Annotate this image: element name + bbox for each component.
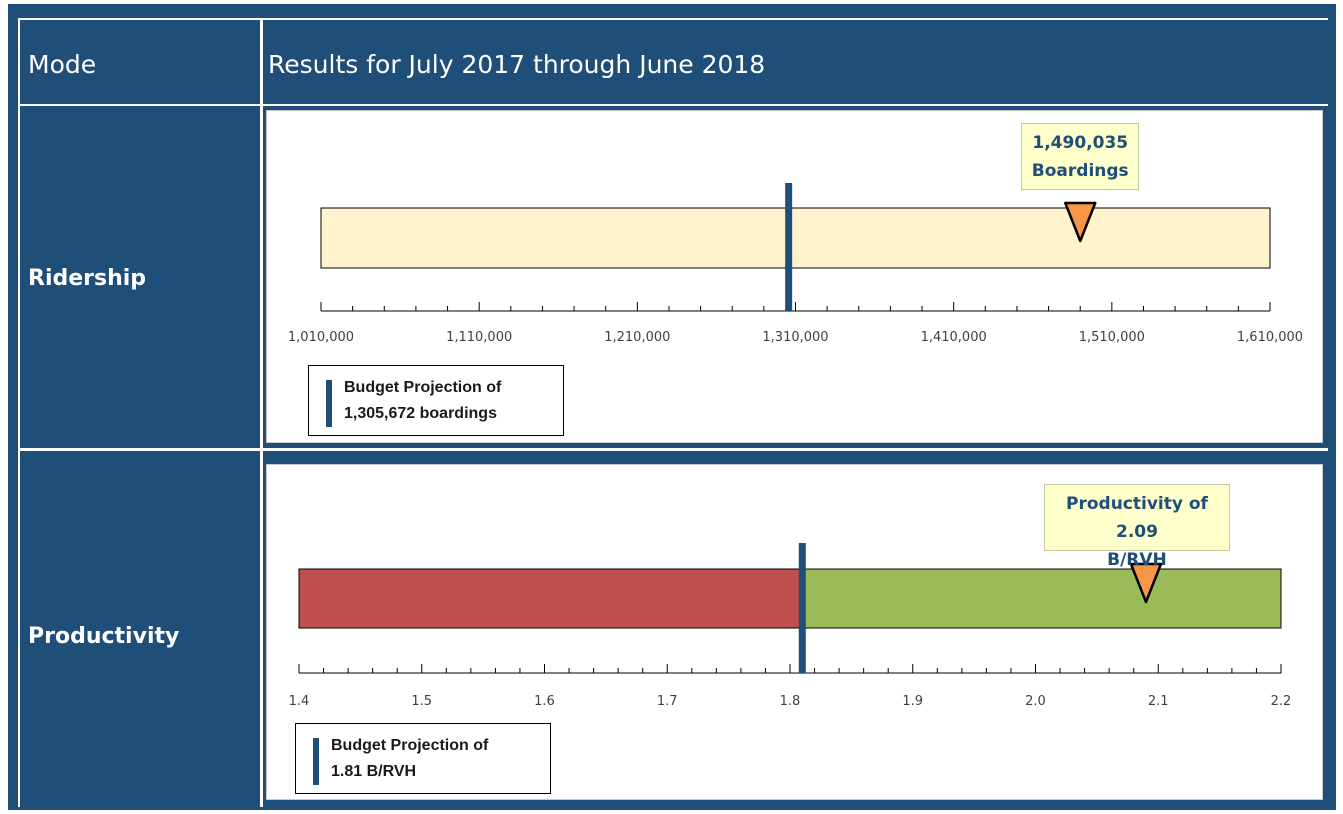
tick-label: 1,110,000 <box>446 330 512 345</box>
ridership-actual-callout: 1,490,035 Boardings <box>1021 123 1140 190</box>
tick-label: 1.5 <box>411 694 432 709</box>
range-band-0 <box>320 207 1271 269</box>
legend-target-swatch <box>313 738 319 785</box>
row-label-productivity: Productivity <box>28 623 180 649</box>
productivity-legend: Budget Projection of 1.81 B/RVH <box>295 723 551 794</box>
callout-line-1: Productivity of 2.09 <box>1066 494 1208 542</box>
actual-value-marker <box>1129 562 1163 604</box>
tick-label: 2.0 <box>1025 694 1046 709</box>
tick-label: 2.1 <box>1148 694 1169 709</box>
tick-label: 1,510,000 <box>1079 330 1145 345</box>
legend-target-swatch <box>326 380 332 427</box>
target-marker <box>798 543 806 673</box>
mode-header: Mode <box>28 49 97 79</box>
productivity-actual-callout: Productivity of 2.09 B/RVH <box>1043 484 1230 570</box>
actual-value-marker <box>1064 201 1097 243</box>
ridership-legend: Budget Projection of 1,305,672 boardings <box>308 365 564 436</box>
table-border-top <box>18 18 1328 20</box>
tick-label: 1.9 <box>902 694 923 709</box>
productivity-chart: 1.4 1.5 1.6 1.7 1.8 1.9 2.0 2.1 2.2 <box>289 543 1292 709</box>
tick-label: 1.8 <box>780 694 801 709</box>
tick-label: 1.4 <box>289 694 310 709</box>
column-divider <box>260 18 263 807</box>
range-band-1 <box>801 568 1282 629</box>
range-band-0 <box>298 568 803 629</box>
tick-label: 1.7 <box>657 694 678 709</box>
tick-label: 1,310,000 <box>762 330 828 345</box>
ridership-chart: 1,010,000 1,110,000 1,210,000 1,310,000 1,41… <box>288 183 1303 345</box>
row-divider-header <box>18 104 1328 106</box>
legend-line-2: 1,305,672 boardings <box>344 405 497 422</box>
legend-line-1: Budget Projection of <box>344 379 502 396</box>
row-label-ridership: Ridership <box>28 265 147 291</box>
tick-label: 1,610,000 <box>1237 330 1303 345</box>
productivity-chart-panel: 1.4 1.5 1.6 1.7 1.8 1.9 2.0 2.1 2.2 Budget Proje… <box>266 464 1323 800</box>
tick-label: 1,010,000 <box>288 330 354 345</box>
tick-label: 2.2 <box>1271 694 1292 709</box>
table-border-left <box>18 18 20 807</box>
row-divider-middle <box>18 448 1328 451</box>
legend-text: Budget Projection of 1.81 B/RVH <box>331 733 488 785</box>
callout-line-2: B/RVH <box>1107 550 1167 570</box>
callout-line-2: Boardings <box>1031 161 1129 181</box>
legend-text: Budget Projection of 1,305,672 boardings <box>344 375 501 427</box>
legend-line-1: Budget Projection of <box>331 737 489 754</box>
tick-label: 1,410,000 <box>921 330 987 345</box>
target-marker <box>785 183 793 311</box>
results-header: Results for July 2017 through June 2018 <box>268 49 766 79</box>
ridership-chart-panel: 1,010,000 1,110,000 1,210,000 1,310,000 1,41… <box>266 110 1323 443</box>
callout-line-1: 1,490,035 <box>1032 133 1129 153</box>
tick-label: 1,210,000 <box>604 330 670 345</box>
tick-label: 1.6 <box>534 694 555 709</box>
legend-line-2: 1.81 B/RVH <box>331 763 417 780</box>
